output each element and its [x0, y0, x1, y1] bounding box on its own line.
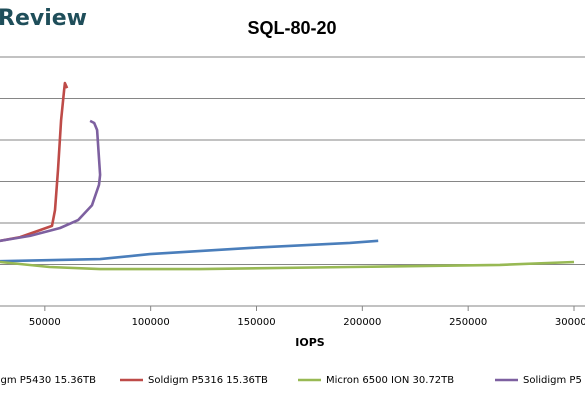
x-tick-label: 100000: [132, 317, 170, 328]
logo: Review: [0, 6, 87, 31]
series-line: [0, 260, 575, 271]
x-axis-label: IOPS: [295, 336, 325, 349]
legend-label: Soldigm P5316 15.36TB: [148, 375, 268, 386]
x-tick-label: 50000: [29, 317, 61, 328]
chart-title: SQL-80-20: [247, 18, 336, 38]
series-line: [0, 239, 379, 263]
x-tick-label: 150000: [237, 317, 275, 328]
series-line: [0, 119, 102, 243]
x-tick-label: 300000: [555, 317, 585, 328]
legend-label: Solidigm P5: [523, 375, 582, 386]
legend-label: Solidigm P5430 15.36TB: [0, 375, 96, 386]
x-tick-label: 200000: [343, 317, 381, 328]
series-line: [0, 81, 69, 243]
legend-label: Micron 6500 ION 30.72TB: [326, 375, 454, 386]
x-tick-label: 250000: [449, 317, 487, 328]
